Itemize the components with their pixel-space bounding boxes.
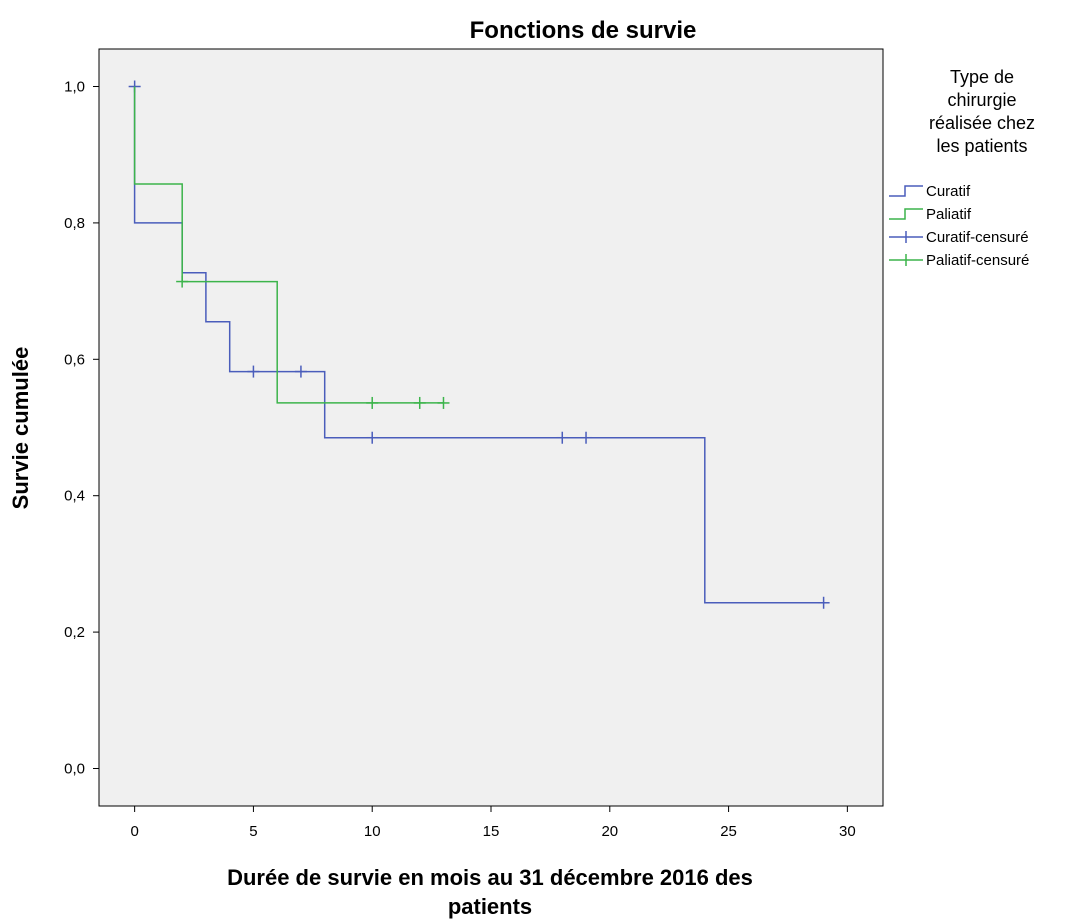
legend-title-line-3: réalisée chez [929,113,1035,133]
legend-title-line-2: chirurgie [947,90,1016,110]
x-tick-label: 25 [720,823,737,840]
x-tick-label: 20 [601,823,618,840]
legend-label: Curatif [926,183,971,200]
legend-label: Curatif-censuré [926,229,1029,246]
censor-mark-paliatif [413,396,426,409]
legend-entry: Curatif-censuré [889,229,1029,246]
censor-mark-curatif [294,365,307,378]
censor-mark-curatif [580,431,593,444]
legend-entries: Curatif Paliatif Curatif-censuré Paliatif-c… [889,183,1029,269]
censor-mark-curatif [366,431,379,444]
legend-title-line-4: les patients [936,136,1027,156]
plot-area [98,48,884,807]
censor-mark-curatif [247,365,260,378]
censor-mark-curatif [556,431,569,444]
x-tick-label: 30 [839,823,856,840]
legend-step-swatch [889,208,923,220]
x-axis-title-line-1: Durée de survie en mois au 31 décembre 2… [227,865,753,890]
y-axis: 0,0 0,2 0,4 0,6 0,8 1,0 [64,79,99,777]
y-tick-label: 0,4 [64,488,85,505]
censor-mark-paliatif [176,275,189,288]
y-tick-label: 0,8 [64,215,85,232]
chart-title: Fonctions de survie [470,17,697,44]
x-axis-title-line-2: patients [448,894,532,919]
legend-entry: Curatif [889,183,971,200]
legend-title-line-1: Type de [950,67,1014,87]
x-tick-label: 15 [483,823,500,840]
censor-mark-curatif [817,596,830,609]
x-tick-label: 5 [249,823,257,840]
legend: Type de chirurgie réalisée chez les pati… [889,67,1035,269]
x-tick-label: 0 [130,823,138,840]
legend-label: Paliatif-censuré [926,252,1029,269]
y-tick-label: 0,2 [64,624,85,641]
legend-label: Paliatif [926,206,972,223]
y-tick-label: 1,0 [64,79,85,96]
y-tick-label: 0,6 [64,351,85,368]
legend-entry: Paliatif-censuré [889,252,1029,269]
y-axis-title: Survie cumulée [8,347,33,510]
x-tick-label: 10 [364,823,381,840]
series-layer [128,80,830,609]
y-tick-label: 0,0 [64,760,85,777]
censor-mark-paliatif [366,396,379,409]
x-axis: 0 5 10 15 20 25 30 [130,806,856,840]
legend-step-swatch [889,185,923,197]
censor-mark-paliatif [437,396,450,409]
legend-entry: Paliatif [889,206,972,223]
